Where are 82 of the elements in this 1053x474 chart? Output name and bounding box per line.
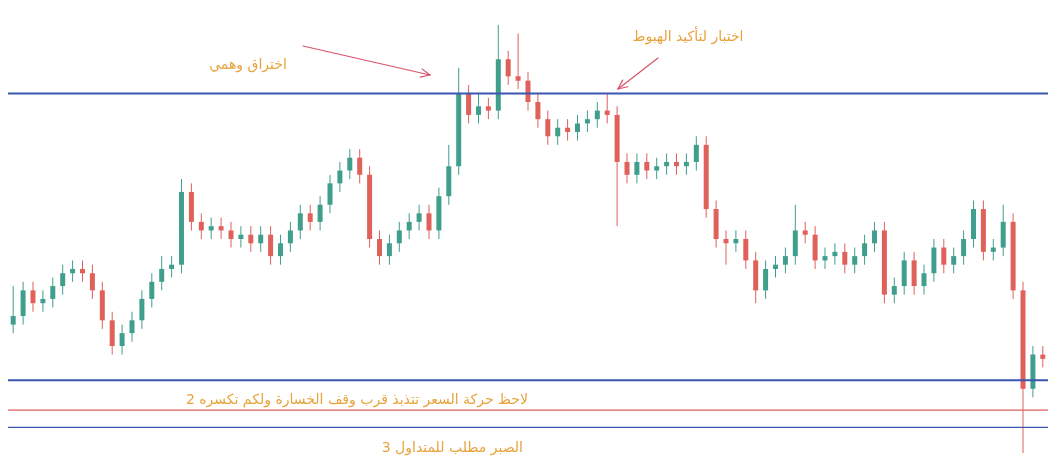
candlestick	[426, 204, 432, 240]
candlestick	[129, 311, 135, 343]
candlestick	[139, 289, 145, 330]
candlestick	[782, 247, 788, 274]
candlestick	[763, 259, 769, 300]
candlestick	[842, 242, 848, 274]
candlestick	[10, 285, 16, 334]
annotation: اختبار لتأكيد الهبوط	[632, 26, 744, 45]
candlestick	[297, 204, 303, 240]
candlestick	[386, 234, 392, 266]
annotation: اختراق وهمي	[209, 56, 287, 73]
candlestick	[990, 238, 996, 261]
candlestick	[683, 152, 689, 176]
candlestick	[743, 229, 749, 270]
candlestick	[89, 264, 95, 300]
candlestick	[961, 229, 967, 266]
candlestick	[535, 92, 541, 129]
candlestick	[594, 101, 600, 129]
candlestick	[317, 195, 323, 231]
candlestick	[347, 148, 353, 180]
candlestick	[545, 110, 551, 146]
candlestick	[1040, 345, 1046, 368]
candlestick	[921, 264, 927, 296]
candlestick	[624, 152, 630, 184]
candlestick	[654, 157, 660, 180]
candlestick	[119, 324, 125, 356]
candlestick	[198, 212, 204, 240]
candlestick	[50, 277, 56, 308]
candlestick	[802, 221, 808, 244]
candlestick	[377, 229, 382, 266]
candlestick	[832, 242, 838, 266]
candlestick	[584, 110, 590, 133]
candlestick	[357, 148, 363, 184]
candlestick	[852, 247, 858, 274]
candlestick	[634, 152, 640, 184]
candlestick	[238, 225, 244, 249]
candlestick	[327, 174, 333, 214]
candlestick	[287, 221, 293, 253]
candlestick	[30, 281, 36, 313]
candlestick	[891, 277, 897, 304]
candlestick	[40, 289, 46, 313]
candlestick	[208, 217, 214, 240]
candlestick	[723, 229, 729, 266]
candlestick	[406, 212, 412, 240]
candlestick	[773, 255, 778, 279]
candlestick	[80, 259, 85, 283]
candlestick	[733, 229, 739, 253]
candlestick	[565, 118, 571, 142]
candlestick	[228, 221, 234, 249]
candlestick	[476, 92, 481, 124]
candlestick	[307, 204, 313, 231]
candlestick	[416, 204, 422, 231]
candlestick	[278, 234, 283, 266]
candlestick	[248, 225, 254, 253]
candlestick	[505, 50, 511, 86]
candlestick	[466, 84, 472, 124]
candlestick	[951, 247, 957, 274]
candlestick	[396, 221, 402, 253]
candlestick	[149, 272, 155, 308]
candlestick	[575, 114, 580, 142]
candlestick	[268, 225, 274, 266]
candlestick	[555, 118, 561, 146]
candlestick	[674, 152, 679, 176]
candlestick	[822, 247, 828, 270]
candlestick	[693, 135, 699, 172]
candlestick	[941, 238, 947, 274]
candlestick	[862, 234, 868, 266]
candlestick	[60, 264, 66, 296]
annotation: 2 لاحظ حركة السعر تتذبذ قرب وقف الخسارة ولكم تكسره	[185, 391, 528, 408]
candlestick	[515, 33, 521, 90]
candlestick	[70, 259, 76, 283]
candlestick	[169, 255, 175, 279]
candlestick	[664, 152, 670, 176]
candlestick	[337, 161, 343, 193]
candlestick	[159, 255, 165, 291]
candlestick	[258, 225, 264, 253]
annotation: 3 الصبر مطلب للمتداول	[381, 439, 523, 456]
candlestick	[872, 221, 877, 253]
candlestick	[485, 97, 491, 120]
candlestick	[604, 92, 610, 124]
candlestick	[218, 217, 224, 240]
candlestick	[644, 152, 650, 180]
